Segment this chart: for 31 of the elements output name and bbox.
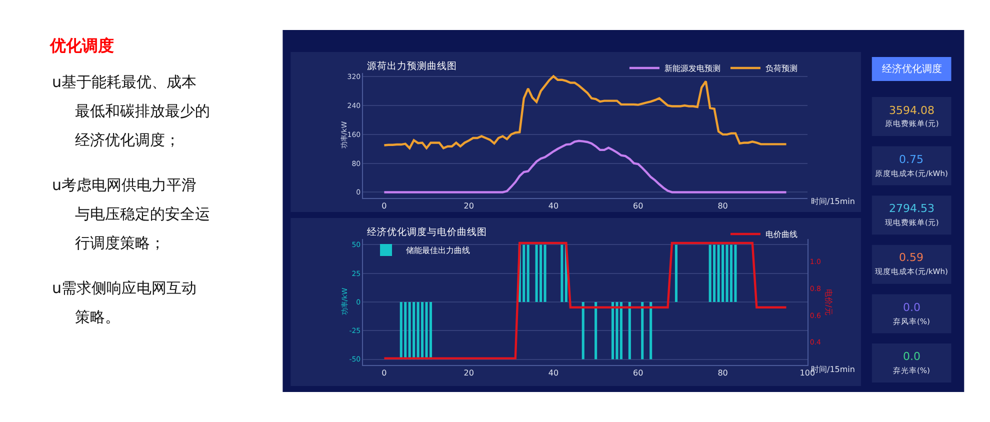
y2-axis-title: 电价/元: [824, 288, 834, 316]
line-series: [383, 140, 788, 194]
x-tick-label: 0: [382, 202, 387, 211]
chart-title: 源荷出力预测曲线图: [367, 60, 457, 72]
legend-label: 电价曲线: [765, 230, 798, 240]
text: u需求侧响应电网互动策略。: [52, 279, 197, 326]
text: 2794.53: [889, 202, 934, 215]
x-tick-label: 20: [464, 202, 474, 211]
text: u基于能耗最优、成本最低和碳排放最少的经济优化调度；: [52, 73, 210, 149]
legend-label: 储能最佳出力曲线: [406, 246, 470, 256]
x-tick-label: 40: [548, 368, 559, 378]
x-tick-label: 80: [718, 202, 728, 211]
x-axis-title: 时间/15min: [811, 197, 855, 206]
text: 0.0: [903, 301, 920, 314]
x-tick-label: 80: [718, 368, 728, 378]
text: 优化调度: [49, 36, 114, 55]
chart-title: 经济优化调度与电价曲线图: [367, 226, 487, 238]
legend-label: 负荷预测: [765, 64, 798, 74]
text: 经济优化调度: [882, 63, 942, 75]
x-tick-label: 40: [548, 202, 559, 211]
text: 0.59: [899, 251, 924, 264]
x-tick-label: 60: [633, 202, 644, 211]
x-tick-label: 20: [464, 368, 474, 378]
text: 0.75: [899, 153, 924, 166]
x-tick-label: 60: [633, 368, 644, 378]
text: 0.0: [903, 350, 920, 363]
x-tick-label: 0: [382, 368, 387, 378]
text: u考虑电网供电力平滑与电压稳定的安全运行调度策略；: [52, 176, 210, 252]
legend-label: 新能源发电预测: [664, 64, 720, 74]
line-series: [383, 75, 788, 150]
text: 3594.08: [889, 104, 934, 117]
